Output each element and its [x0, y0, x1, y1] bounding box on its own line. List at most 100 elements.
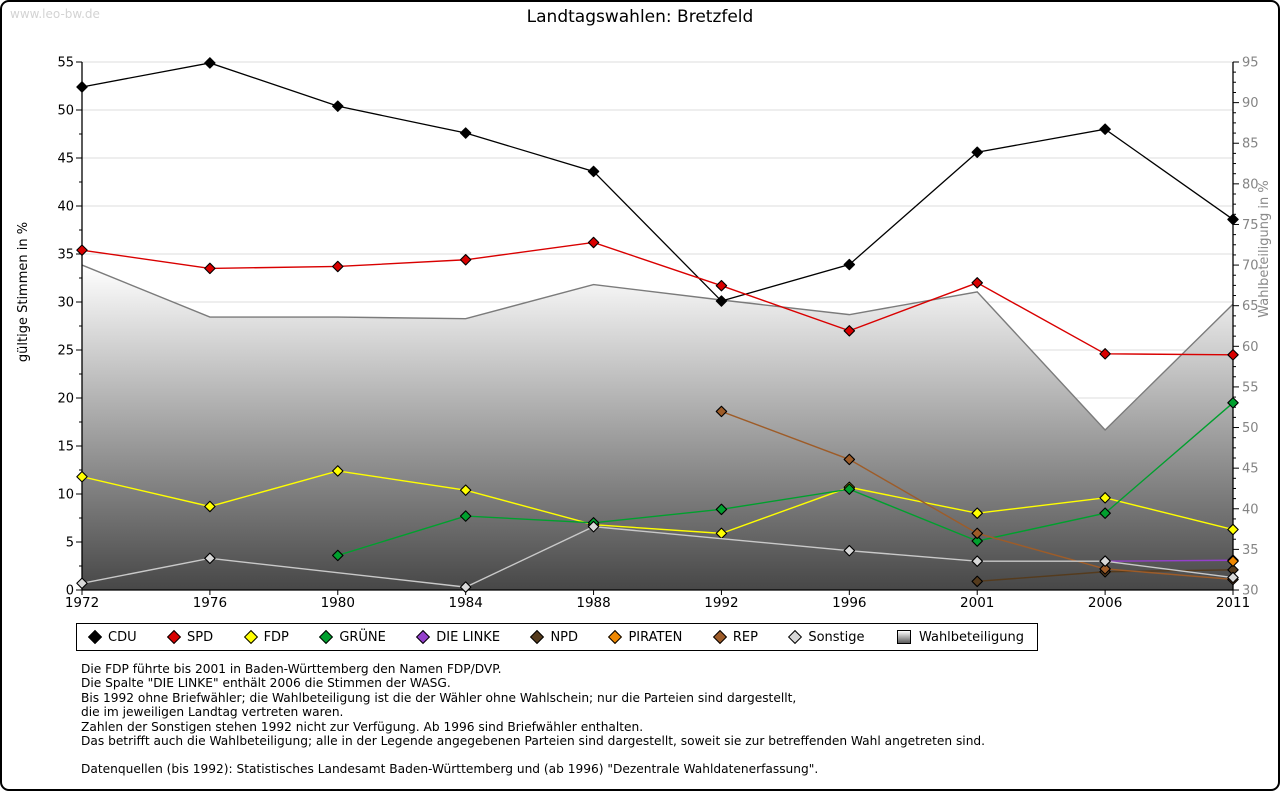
x-tick-label-1980: 1980: [321, 595, 355, 611]
series-line-Sonstige: [81, 525, 1234, 588]
legend-label-CDU: CDU: [108, 629, 137, 645]
right-axis-title: Wahlbeteiligung in %: [1257, 180, 1272, 317]
series-marker-GRÜNE-1984: [459, 510, 472, 522]
legend-item-REP: REP: [712, 629, 758, 645]
series-marker-CDU-1992: [715, 295, 728, 307]
right-tick-label-85: 85: [1242, 137, 1259, 152]
series-marker-Sonstige-1996: [843, 544, 856, 557]
series-marker-SPD-2011: [1227, 349, 1239, 361]
left-tick-label-0: 0: [66, 584, 74, 599]
series-marker-Sonstige-1972: [76, 577, 88, 590]
series-marker-GRÜNE-1992: [715, 503, 728, 516]
series-marker-SPD-1992: [715, 279, 728, 292]
x-tick-label-1992: 1992: [704, 595, 738, 611]
left-tick-label-20: 20: [57, 392, 74, 407]
legend-item-Wahlbeteiligung: Wahlbeteiligung: [896, 629, 1024, 645]
right-tick-label-35: 35: [1242, 543, 1259, 558]
footnote-source: Datenquellen (bis 1992): Statistisches L…: [81, 762, 819, 777]
right-tick-label-80: 80: [1242, 177, 1259, 192]
series-marker-GRÜNE-2006: [1099, 507, 1111, 519]
series-marker-FDP-1984: [459, 484, 472, 496]
left-tick-label-55: 55: [57, 56, 74, 71]
right-tick-label-75: 75: [1242, 218, 1259, 233]
legend-item-Sonstige: Sonstige: [788, 629, 865, 645]
right-tick-label-65: 65: [1242, 299, 1259, 314]
right-tick-label-40: 40: [1242, 502, 1259, 517]
legend-label-Wahlbeteiligung: Wahlbeteiligung: [918, 629, 1024, 645]
legend-item-DIE LINKE: DIE LINKE: [416, 629, 501, 645]
series-marker-CDU-1984: [459, 127, 472, 139]
series-marker-SPD-1996: [843, 325, 856, 337]
election-line-chart: 0 5 10 15 20 25 30 35 40 45 50 55 30 35 40 45 50 55 60 65 70…: [16, 56, 1272, 612]
series-marker-PIRATEN-2011: [1227, 555, 1239, 567]
series-marker-Sonstige-2006: [1099, 555, 1111, 567]
left-tick-label-40: 40: [57, 200, 74, 215]
series-marker-SPD-2001: [971, 277, 983, 289]
series-marker-FDP-2006: [1099, 492, 1111, 504]
series-marker-FDP-1980: [332, 465, 344, 477]
legend-swatch-DIE LINKE: [416, 629, 431, 645]
series-marker-Sonstige-1984: [459, 581, 472, 593]
series-line-CDU: [81, 62, 1234, 302]
series-marker-CDU-1980: [332, 100, 344, 112]
x-tick-label-1976: 1976: [193, 595, 227, 611]
legend-swatch-REP: [712, 629, 727, 645]
series-marker-Sonstige-1976: [204, 552, 216, 565]
left-tick-label-30: 30: [57, 296, 74, 311]
legend-swatch-area: [896, 630, 911, 644]
x-tick-label-2011: 2011: [1216, 595, 1250, 611]
left-tick-label-15: 15: [57, 440, 74, 455]
series-marker-REP-2006: [1099, 563, 1111, 575]
series-marker-FDP-1976: [204, 500, 216, 513]
turnout-area-boundary: [81, 264, 1234, 431]
series-marker-REP-1996: [843, 453, 856, 466]
legend-item-FDP: FDP: [243, 629, 289, 645]
legend-label-Sonstige: Sonstige: [808, 629, 865, 645]
series-marker-SPD-1980: [332, 260, 344, 273]
series-marker-CDU-1996: [843, 258, 856, 271]
legend-label-PIRATEN: PIRATEN: [628, 629, 683, 645]
legend-label-NPD: NPD: [550, 629, 579, 645]
series-marker-FDP-2011: [1227, 523, 1239, 536]
series-line-FDP: [81, 470, 1234, 535]
series-marker-REP-2001: [971, 527, 983, 540]
legend-swatch-GRÜNE: [319, 629, 334, 645]
footnote-line-2: Die Spalte "DIE LINKE" enthält 2006 die …: [81, 676, 451, 691]
legend-item-GRÜNE: GRÜNE: [319, 629, 386, 645]
right-tick-label-45: 45: [1242, 462, 1259, 477]
series-marker-Sonstige-1988: [587, 520, 600, 533]
legend-label-DIE LINKE: DIE LINKE: [436, 629, 501, 645]
legend-item-CDU: CDU: [87, 629, 137, 645]
x-tick-label-1984: 1984: [448, 595, 482, 611]
legend-label-GRÜNE: GRÜNE: [339, 629, 386, 645]
series-marker-SPD-1984: [459, 254, 472, 266]
left-tick-label-25: 25: [57, 344, 74, 359]
series-line-DIE LINKE: [1105, 559, 1234, 562]
footnote-line-4: die im jeweiligen Landtag vertreten ware…: [81, 705, 344, 720]
footnotes: Die FDP führte bis 2001 in Baden-Württem…: [81, 662, 985, 777]
legend-label-FDP: FDP: [263, 629, 289, 645]
right-tick-label-90: 90: [1242, 96, 1259, 111]
legend-swatch-NPD: [530, 629, 545, 645]
legend-swatch-FDP: [243, 629, 258, 645]
series-marker-FDP-2001: [971, 507, 983, 519]
series-marker-CDU-1988: [587, 165, 600, 178]
series-marker-CDU-2011: [1227, 213, 1239, 226]
footnote-line-6: Das betrifft auch die Wahlbeteiligung; a…: [81, 734, 986, 749]
right-tick-label-30: 30: [1242, 584, 1259, 599]
right-tick-label-95: 95: [1242, 56, 1259, 71]
footnote-line-1: Die FDP führte bis 2001 in Baden-Württem…: [81, 662, 502, 676]
series-marker-GRÜNE-1980: [332, 549, 344, 562]
series-marker-CDU-1972: [76, 81, 88, 93]
series-marker-FDP-1972: [76, 470, 88, 483]
left-tick-label-45: 45: [57, 152, 74, 167]
right-tick-label-70: 70: [1242, 259, 1259, 274]
series-marker-SPD-1988: [587, 236, 600, 249]
series-marker-Sonstige-2011: [1227, 571, 1239, 584]
series-marker-NPD-2001: [971, 575, 983, 588]
legend-label-REP: REP: [732, 629, 758, 645]
series-marker-SPD-1972: [76, 244, 88, 256]
series-marker-GRÜNE-2001: [971, 535, 983, 547]
legend: CDU SPD FDP GRÜNE DIE LINKE NPD PIRATEN REP Sons…: [76, 623, 1038, 651]
